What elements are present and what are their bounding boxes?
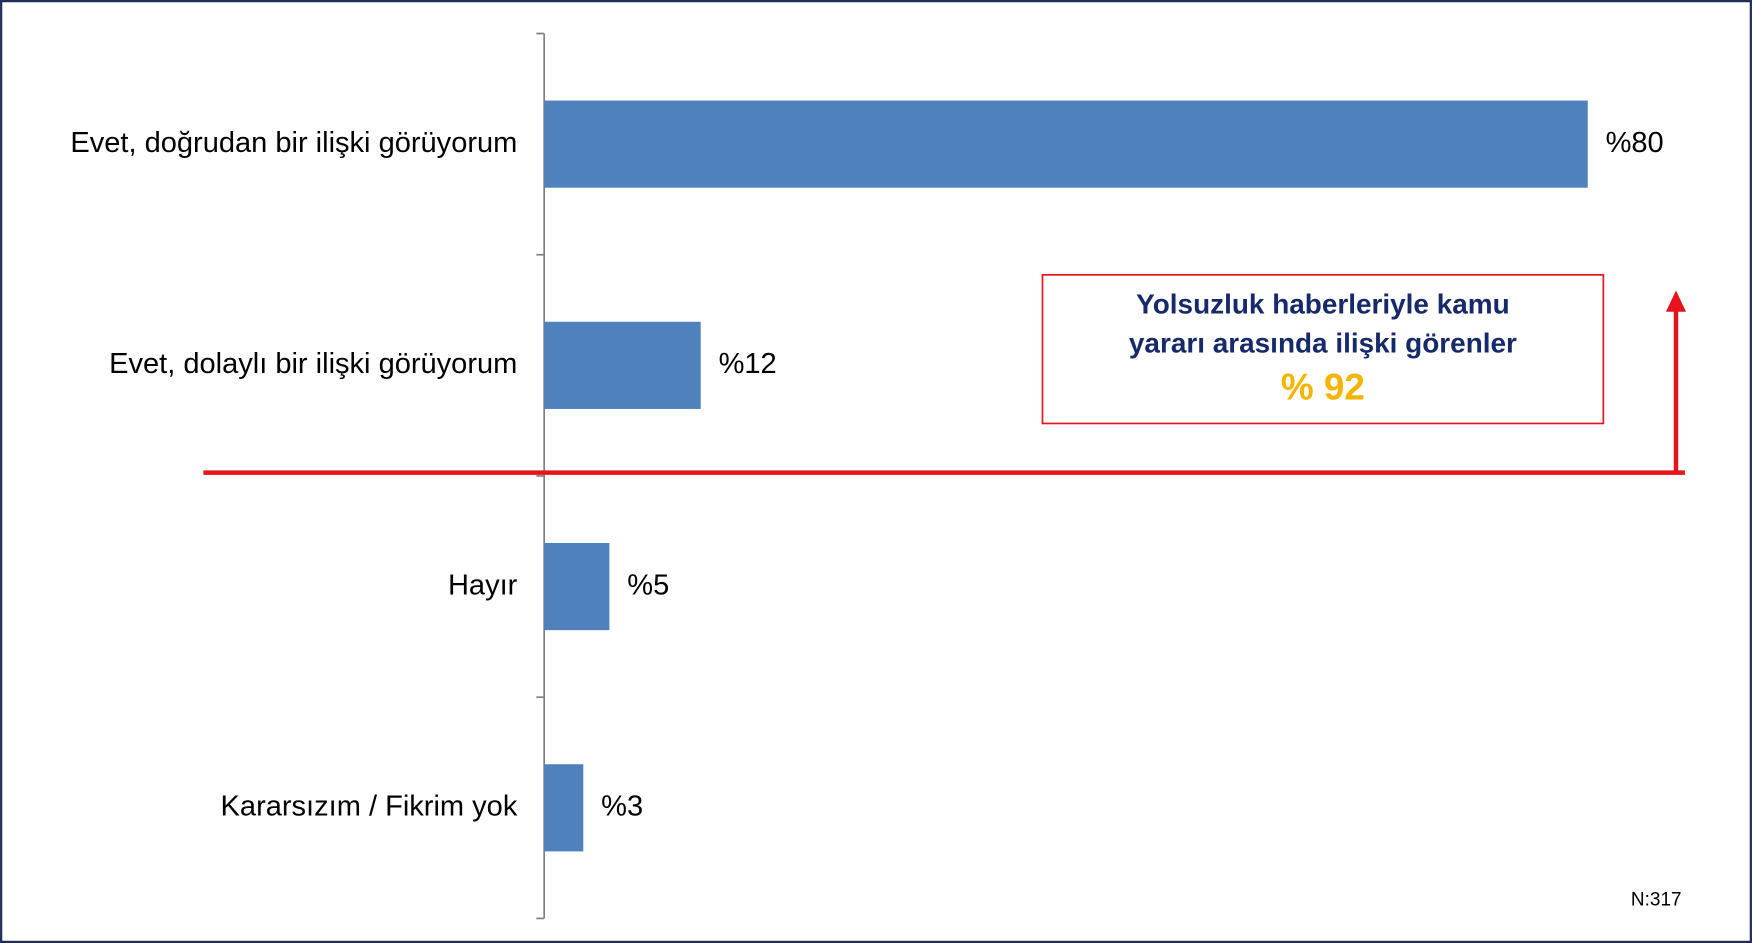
annotation-line: yararı arasında ilişki görenler: [1129, 328, 1517, 359]
annotation-box: [1041, 274, 1605, 425]
value-label: %5: [627, 569, 669, 601]
category-label: Hayır: [448, 569, 518, 601]
annotation-line: Yolsuzluk haberleriyle kamu: [1136, 289, 1509, 320]
category-label: Evet, dolaylı bir ilişki görüyorum: [109, 348, 517, 380]
arrow-head: [1665, 290, 1687, 312]
plot-area: Evet, doğrudan bir ilişki görüyorum %80 Ev…: [70, 32, 1664, 920]
note: N:317: [1631, 890, 1682, 911]
value-label: %80: [1606, 127, 1664, 159]
category-label: Kararsızım / Fikrim yok: [221, 790, 518, 822]
value-label: %12: [719, 348, 777, 380]
bar: [544, 321, 701, 409]
annotation-highlight: % 92: [1281, 367, 1365, 408]
value-label: %3: [601, 790, 643, 822]
category-label: Evet, doğrudan bir ilişki görüyorum: [70, 127, 517, 159]
bar: [544, 764, 584, 852]
bar: [544, 100, 1588, 188]
bar: [544, 543, 610, 631]
